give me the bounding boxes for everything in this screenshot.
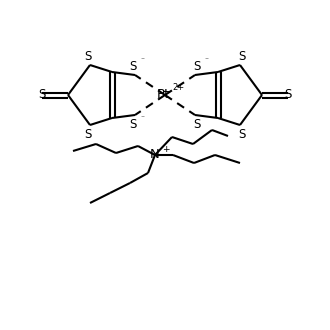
Text: S: S	[238, 127, 246, 141]
Text: ⁻: ⁻	[204, 114, 208, 122]
Text: +: +	[162, 145, 170, 153]
Text: S: S	[193, 59, 201, 73]
Text: 2+: 2+	[172, 83, 184, 92]
Text: ⁻: ⁻	[204, 55, 208, 64]
Text: ⁻: ⁻	[140, 114, 144, 122]
Text: Pt: Pt	[156, 88, 170, 102]
Text: S: S	[129, 59, 137, 73]
Text: S: S	[284, 88, 292, 102]
Text: ⁻: ⁻	[140, 55, 144, 64]
Text: S: S	[38, 88, 46, 102]
Text: S: S	[193, 117, 201, 130]
Text: S: S	[238, 50, 246, 62]
Text: S: S	[84, 50, 92, 62]
Text: S: S	[84, 127, 92, 141]
Text: S: S	[129, 117, 137, 130]
Text: N: N	[150, 148, 160, 161]
